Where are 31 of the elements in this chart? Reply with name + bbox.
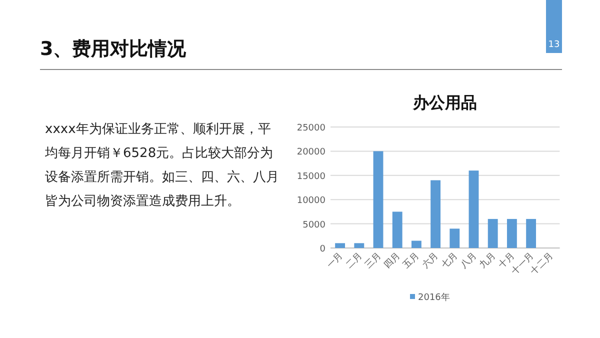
y-tick-label: 0 [320, 244, 326, 254]
y-tick-label: 15000 [296, 172, 326, 182]
x-tick-label: 五月 [402, 251, 422, 271]
text: xxxx年为保证业务正常、顺利开展，平均每月开销￥6528元。占比较大部分为设备添置所需开销。如三、四、六、八月皆为公司物资添置造成费用上升。 [45, 121, 280, 211]
x-tick-label: 二月 [344, 251, 364, 271]
bar [430, 180, 441, 248]
x-tick-label: 九月 [477, 250, 498, 271]
legend-label: 2016年 [418, 292, 450, 303]
x-tick-label: 四月 [382, 251, 402, 271]
y-tick-label: 5000 [302, 220, 326, 230]
x-tick-label: 七月 [439, 250, 460, 271]
bar [411, 240, 422, 248]
x-tick-label: 三月 [364, 251, 384, 271]
bar [506, 218, 517, 248]
chart-title: 办公用品 [412, 93, 477, 112]
y-tick-label: 10000 [296, 196, 326, 206]
y-tick-label: 25000 [296, 124, 326, 134]
x-tick-label: 六月 [420, 250, 441, 271]
bar [468, 170, 479, 248]
text: 3、费用对比情况 [40, 37, 186, 62]
text: 13 [547, 40, 561, 50]
y-tick-label: 20000 [296, 148, 326, 158]
bar [392, 212, 402, 248]
bar [354, 243, 364, 248]
x-tick-label: 八月 [458, 250, 479, 271]
bar [450, 228, 460, 248]
bar [488, 218, 498, 248]
bar [373, 151, 384, 248]
bar [526, 218, 536, 248]
bar [335, 243, 346, 248]
x-tick-label: 一月 [325, 251, 346, 271]
